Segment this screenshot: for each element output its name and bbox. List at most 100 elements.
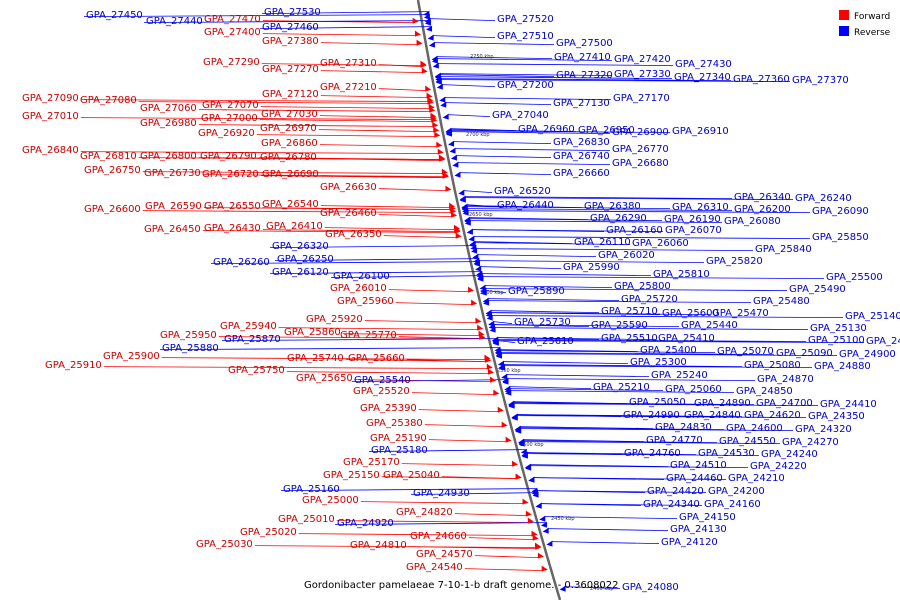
leader-line-reverse xyxy=(433,42,555,45)
gene-label-forward: GPA_25920 xyxy=(306,314,363,325)
leader-line-forward xyxy=(424,424,503,427)
leader-line-forward xyxy=(202,230,456,233)
gene-label-reverse: GPA_25400 xyxy=(640,345,697,356)
leader-line-reverse xyxy=(454,148,611,151)
gene-label-forward: GPA_25950 xyxy=(160,330,217,341)
forward-labels: GPA_27470 GPA_27400 GPA_27380 GPA_27310 … xyxy=(22,14,473,573)
leader-line-reverse xyxy=(143,20,430,23)
gene-label-reverse: GPA_24270 xyxy=(782,437,839,448)
gene-feature-reverse xyxy=(468,235,475,242)
leader-line-forward xyxy=(364,320,477,323)
gene-feature-forward xyxy=(475,317,482,324)
gene-label-forward: GPA_25380 xyxy=(366,418,423,429)
leader-line-forward xyxy=(320,70,423,73)
leader-line-reverse xyxy=(280,488,537,491)
leader-line-reverse xyxy=(477,254,597,257)
gene-feature-reverse xyxy=(450,154,457,161)
gene-label-reverse: GPA_26770 xyxy=(612,144,669,155)
leader-line-reverse xyxy=(274,258,479,261)
gene-feature-reverse xyxy=(508,402,515,409)
gene-label-reverse: GPA_26660 xyxy=(553,168,610,179)
gene-label-forward: GPA_25650 xyxy=(296,373,353,384)
gene-label-reverse: GPA_24890 xyxy=(694,398,751,409)
leader-line-reverse xyxy=(444,97,612,100)
leader-line-forward xyxy=(318,158,441,161)
gene-label-forward: GPA_25660 xyxy=(348,353,405,364)
gene-feature-forward xyxy=(416,39,423,46)
gene-label-reverse: GPA_26120 xyxy=(272,267,329,278)
gene-label-reverse: GPA_26380 xyxy=(584,201,641,212)
leader-line-reverse xyxy=(519,427,725,430)
gene-label-reverse: GPA_24870 xyxy=(757,374,814,385)
leader-line-forward xyxy=(142,210,452,213)
gene-label-forward: GPA_26540 xyxy=(262,199,319,210)
gene-label-forward: GPA_24660 xyxy=(410,531,467,542)
gene-feature-reverse xyxy=(492,339,499,346)
leader-line-reverse xyxy=(476,248,754,251)
gene-label-reverse: GPA_24880 xyxy=(814,361,871,372)
leader-line-reverse xyxy=(485,288,788,291)
leader-line-reverse xyxy=(439,73,613,76)
gene-label-reverse: GPA_24930 xyxy=(413,488,470,499)
leader-line-reverse xyxy=(493,321,513,324)
gene-feature-reverse xyxy=(445,129,452,136)
gene-feature-reverse xyxy=(459,196,466,203)
gene-label-forward: GPA_27310 xyxy=(320,58,377,69)
gene-label-reverse: GPA_27460 xyxy=(262,22,319,33)
leader-line-reverse xyxy=(519,426,654,429)
tick-label: 2700 kbp xyxy=(466,132,490,138)
gene-label-reverse: GPA_24320 xyxy=(795,424,852,435)
leader-line-reverse xyxy=(439,74,555,77)
leader-line-reverse xyxy=(259,26,432,29)
leader-line-reverse xyxy=(463,190,493,193)
gene-label-reverse: GPA_25240 xyxy=(651,370,708,381)
gene-label-forward: GPA_27060 xyxy=(140,103,197,114)
leader-line-forward xyxy=(142,171,443,174)
gene-feature-forward xyxy=(501,421,508,428)
gene-label-reverse: GPA_24080 xyxy=(622,582,679,593)
leader-line-reverse xyxy=(159,347,500,350)
gene-feature-reverse xyxy=(432,62,439,69)
gene-label-forward: GPA_25150 xyxy=(323,470,380,481)
gene-feature-forward xyxy=(468,286,475,293)
gene-label-reverse: GPA_24340 xyxy=(643,499,700,510)
leader-line-forward xyxy=(324,227,455,230)
gene-feature-forward xyxy=(531,530,538,537)
leader-line-forward xyxy=(383,235,457,238)
gene-label-forward: GPA_27080 xyxy=(80,95,137,106)
gene-label-reverse: GPA_24620 xyxy=(744,410,801,421)
gene-label-reverse: GPA_26900 xyxy=(612,127,669,138)
gene-label-reverse: GPA_24130 xyxy=(670,524,727,535)
leader-line-forward xyxy=(138,101,429,104)
leader-line-reverse xyxy=(478,260,705,263)
leader-line-reverse xyxy=(429,18,496,21)
leader-line-reverse xyxy=(487,298,620,301)
gene-label-reverse: GPA_27170 xyxy=(613,93,670,104)
gene-label-reverse: GPA_25540 xyxy=(354,375,411,386)
gene-feature-forward xyxy=(425,85,432,92)
gene-label-forward: GPA_26730 xyxy=(144,168,201,179)
gene-label-reverse: GPA_25180 xyxy=(371,445,428,456)
map-caption: Gordonibacter pamelaeae 7-10-1-b draft g… xyxy=(304,580,619,591)
gene-label-reverse: GPA_27130 xyxy=(553,98,610,109)
gene-feature-reverse xyxy=(498,364,505,371)
leader-lines xyxy=(80,11,865,589)
gene-label-forward: GPA_27400 xyxy=(204,27,261,38)
gene-feature-reverse xyxy=(462,209,469,216)
gene-label-forward: GPA_26410 xyxy=(266,221,323,232)
gene-label-forward: GPA_25390 xyxy=(360,403,417,414)
gene-label-forward: GPA_25010 xyxy=(278,514,335,525)
gene-label-reverse: GPA_26290 xyxy=(590,213,647,224)
leader-line-reverse xyxy=(469,218,663,221)
leader-line-reverse xyxy=(500,353,838,356)
gene-feature-reverse xyxy=(521,452,528,459)
gene-label-reverse: GPA_24350 xyxy=(808,411,865,422)
tick-label: 2550 kbp xyxy=(497,368,521,374)
gene-label-forward: GPA_26590 xyxy=(145,201,202,212)
gene-label-reverse: GPA_26250 xyxy=(277,254,334,265)
leader-line-reverse xyxy=(497,340,865,344)
leader-line-reverse xyxy=(457,162,611,165)
gene-label-forward: GPA_24540 xyxy=(406,562,463,573)
gene-label-reverse: GPA_24120 xyxy=(661,537,718,548)
leader-line-reverse xyxy=(466,206,671,209)
